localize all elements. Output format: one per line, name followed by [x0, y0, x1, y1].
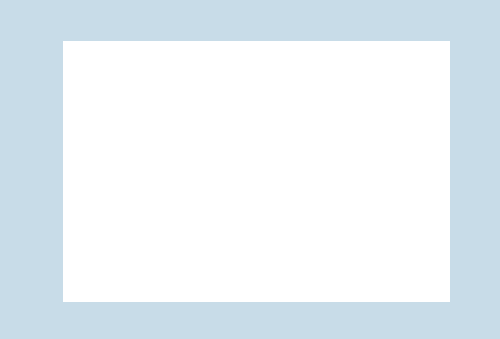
FancyBboxPatch shape: [60, 36, 453, 307]
